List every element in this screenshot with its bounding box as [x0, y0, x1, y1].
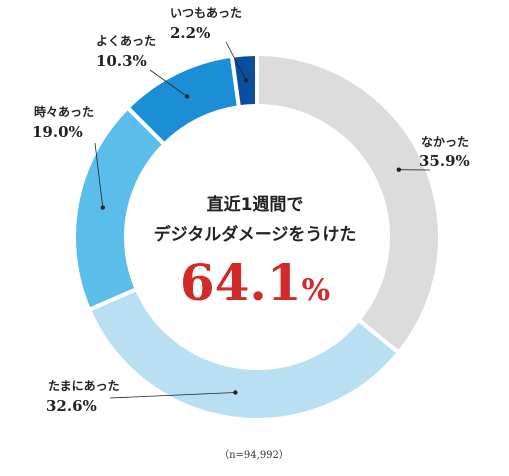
donut-slice-tamani: [87, 287, 401, 422]
slice-label-group-tokidoki: 時々あった 19.0%: [32, 104, 94, 141]
slice-value-nakatta: 35.9%: [419, 152, 470, 170]
leader-dot-nakatta: [396, 167, 402, 172]
slice-value-tamani: 32.6%: [46, 397, 97, 415]
donut-slice-nakatta: [255, 52, 442, 355]
center-title-line2: デジタルダメージをうけた: [154, 224, 357, 245]
leader-dot-tamani: [233, 390, 238, 395]
slice-value-yoku: 10.3%: [96, 52, 147, 70]
slice-label-tokidoki: 時々あった: [34, 104, 94, 119]
slice-label-itsumo: いつもあった: [170, 6, 242, 20]
slice-value-tokidoki: 19.0%: [32, 123, 83, 141]
center-label: 直近1週間で デジタルダメージをうけた 64.1%: [154, 194, 357, 312]
slice-label-nakatta: なかった: [421, 135, 469, 149]
leader-line-yoku: [149, 69, 188, 97]
leader-line-tamani: [109, 392, 236, 399]
leader-dot-itsumo: [243, 78, 249, 83]
leader-dot-tokidoki: [100, 205, 105, 210]
leader-lines: [94, 41, 431, 399]
center-title-line1: 直近1週間で: [207, 194, 304, 215]
donut-slice-tokidoki: [72, 105, 167, 312]
leader-dot-yoku: [184, 94, 190, 99]
center-value-unit: %: [302, 273, 331, 308]
slice-label-yoku: よくあった: [96, 34, 156, 48]
slice-label-tamani: たまにあった: [48, 379, 120, 393]
slice-label-group-yoku: よくあった 10.3%: [96, 34, 156, 70]
leader-line-tokidoki: [94, 142, 104, 208]
slice-label-group-itsumo: いつもあった 2.2%: [170, 6, 242, 42]
sample-size-note: （n=94,992）: [219, 449, 289, 461]
slice-value-itsumo: 2.2%: [170, 24, 210, 42]
slice-label-group-nakatta: なかった 35.9%: [419, 135, 470, 170]
center-value: 64.1%: [180, 253, 330, 312]
slice-label-group-tamani: たまにあった 32.6%: [46, 379, 120, 415]
center-value-number: 64.1: [180, 253, 302, 312]
leader-line-itsumo: [225, 41, 247, 81]
